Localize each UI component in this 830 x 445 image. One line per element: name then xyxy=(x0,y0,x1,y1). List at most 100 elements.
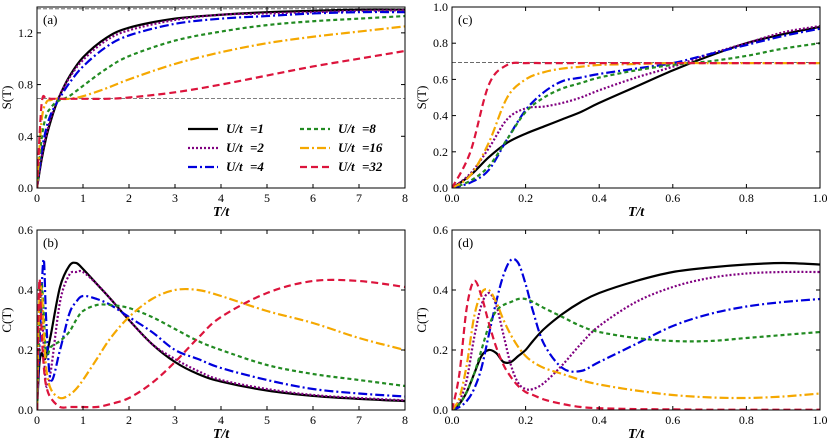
y-tick-label: 0.2 xyxy=(433,343,448,357)
x-tick-label: 5 xyxy=(264,413,270,427)
x-tick-label: 3 xyxy=(172,191,178,205)
series-line-u-t-8 xyxy=(37,14,405,188)
y-tick-label: 0.2 xyxy=(18,343,33,357)
y-axis-label: S(T) xyxy=(0,86,14,110)
x-axis-label: T/t xyxy=(213,205,230,220)
series-line-u-t-8 xyxy=(37,282,405,410)
y-axis-label: C(T) xyxy=(0,307,14,332)
series-line-u-t-16 xyxy=(37,285,405,410)
x-tick-label: 2 xyxy=(126,191,132,205)
y-tick-label: 0.4 xyxy=(18,129,33,143)
legend-value: =4 xyxy=(250,159,264,174)
series-group xyxy=(37,258,405,410)
y-tick-label: 0.4 xyxy=(433,109,448,123)
x-tick-label: 0.4 xyxy=(592,191,607,205)
x-tick-label: 0 xyxy=(34,191,40,205)
x-tick-label: 7 xyxy=(356,413,362,427)
series-line-u-t-32 xyxy=(452,61,820,188)
legend-value: =1 xyxy=(250,121,264,136)
y-tick-label: 0.4 xyxy=(18,283,33,297)
series-group xyxy=(452,24,820,188)
y-tick-label: 0.4 xyxy=(433,283,448,297)
panel-letter: (c) xyxy=(458,12,472,27)
panel-a: 0 1 2 3 4 5 6 7 8 0.0 0.4 0.8 1.2 T/t S(T) (a) U/t =1 U/t =… xyxy=(0,6,408,220)
y-tick-label: 0.8 xyxy=(18,78,33,92)
x-tick-label: 0.6 xyxy=(665,413,680,427)
y-tick-label: 1.0 xyxy=(433,0,448,14)
y-tick-label: 0.0 xyxy=(433,403,448,417)
plot-frame xyxy=(451,6,821,189)
series-line-u-t-4 xyxy=(452,27,820,188)
x-tick-label: 0.8 xyxy=(739,191,754,205)
x-tick-label: 0.8 xyxy=(739,413,754,427)
x-tick-label: 0.0 xyxy=(445,191,460,205)
x-tick-label: 8 xyxy=(402,413,408,427)
series-group xyxy=(452,257,820,410)
y-tick-label: 0.0 xyxy=(433,181,448,195)
x-tick-label: 4 xyxy=(218,191,224,205)
y-axis-label: C(T) xyxy=(414,307,429,332)
panel-letter: (a) xyxy=(43,12,57,27)
x-tick-label: 1 xyxy=(80,413,86,427)
legend-value: =2 xyxy=(250,140,264,155)
series-line-u-t-4 xyxy=(452,257,820,410)
legend-value: =8 xyxy=(362,121,376,136)
panel-letter: (b) xyxy=(43,235,58,250)
series-line-u-t-1 xyxy=(452,25,820,188)
x-tick-label: 5 xyxy=(264,191,270,205)
x-tick-label: 6 xyxy=(310,413,316,427)
x-tick-label: 8 xyxy=(402,191,408,205)
legend-label-u-t-16: U/t xyxy=(338,140,355,155)
legend-label-u-t-32: U/t xyxy=(338,159,355,174)
plot-frame xyxy=(451,229,821,411)
x-tick-label: 0.2 xyxy=(518,191,533,205)
series-line-u-t-8 xyxy=(452,42,820,188)
x-tick-label: 6 xyxy=(310,191,316,205)
x-tick-label: 4 xyxy=(218,413,224,427)
series-line-u-t-4 xyxy=(37,258,405,410)
panel-letter: (d) xyxy=(458,235,473,250)
x-tick-label: 1 xyxy=(80,191,86,205)
series-line-u-t-2 xyxy=(452,24,820,188)
x-axis-label: T/t xyxy=(628,427,645,442)
y-tick-label: 0.8 xyxy=(433,36,448,50)
x-tick-label: 0.2 xyxy=(518,413,533,427)
x-tick-label: 0 xyxy=(34,413,40,427)
plot-frame xyxy=(36,229,406,411)
legend-label-u-t-2: U/t xyxy=(226,140,243,155)
y-tick-label: 0.6 xyxy=(18,223,33,237)
panel-b: 0 1 2 3 4 5 6 7 8 0.0 0.2 0.4 0.6 T/t C(T) (b) xyxy=(0,223,408,442)
series-line-u-t-4 xyxy=(37,10,405,188)
x-tick-label: 2 xyxy=(126,413,132,427)
legend-label-u-t-4: U/t xyxy=(226,159,243,174)
x-tick-label: 1.0 xyxy=(813,191,828,205)
legend: U/t =1 U/t =2 U/t =4 U/t =8 U/t =16 U/t =32 xyxy=(188,121,383,174)
series-line-u-t-16 xyxy=(37,25,405,188)
legend-value: =32 xyxy=(362,159,383,174)
series-line-u-t-16 xyxy=(452,61,820,188)
series-line-u-t-2 xyxy=(37,269,405,410)
legend-label-u-t-8: U/t xyxy=(338,121,355,136)
y-tick-label: 1.2 xyxy=(18,26,33,40)
x-axis-label: T/t xyxy=(213,427,230,442)
x-tick-label: 1.0 xyxy=(813,413,828,427)
y-tick-label: 0.0 xyxy=(18,181,33,195)
x-axis-label: T/t xyxy=(628,205,645,220)
panel-c: 0.0 0.2 0.4 0.6 0.8 1.0 0.0 0.2 0.4 0.6 0.8 1.0 T/t S… xyxy=(414,0,828,220)
y-axis-label: S(T) xyxy=(414,86,429,110)
y-tick-label: 0.6 xyxy=(433,72,448,86)
x-tick-label: 0.0 xyxy=(445,413,460,427)
y-tick-label: 0.2 xyxy=(433,145,448,159)
series-line-u-t-1 xyxy=(37,261,405,410)
series-line-u-t-2 xyxy=(37,9,405,188)
x-tick-label: 7 xyxy=(356,191,362,205)
x-tick-label: 3 xyxy=(172,413,178,427)
series-line-u-t-1 xyxy=(452,261,820,410)
legend-value: =16 xyxy=(362,140,383,155)
series-line-u-t-2 xyxy=(452,270,820,410)
series-line-u-t-16 xyxy=(452,288,820,410)
y-tick-label: 0.0 xyxy=(18,403,33,417)
series-line-u-t-32 xyxy=(37,277,405,410)
legend-label-u-t-1: U/t xyxy=(226,121,243,136)
